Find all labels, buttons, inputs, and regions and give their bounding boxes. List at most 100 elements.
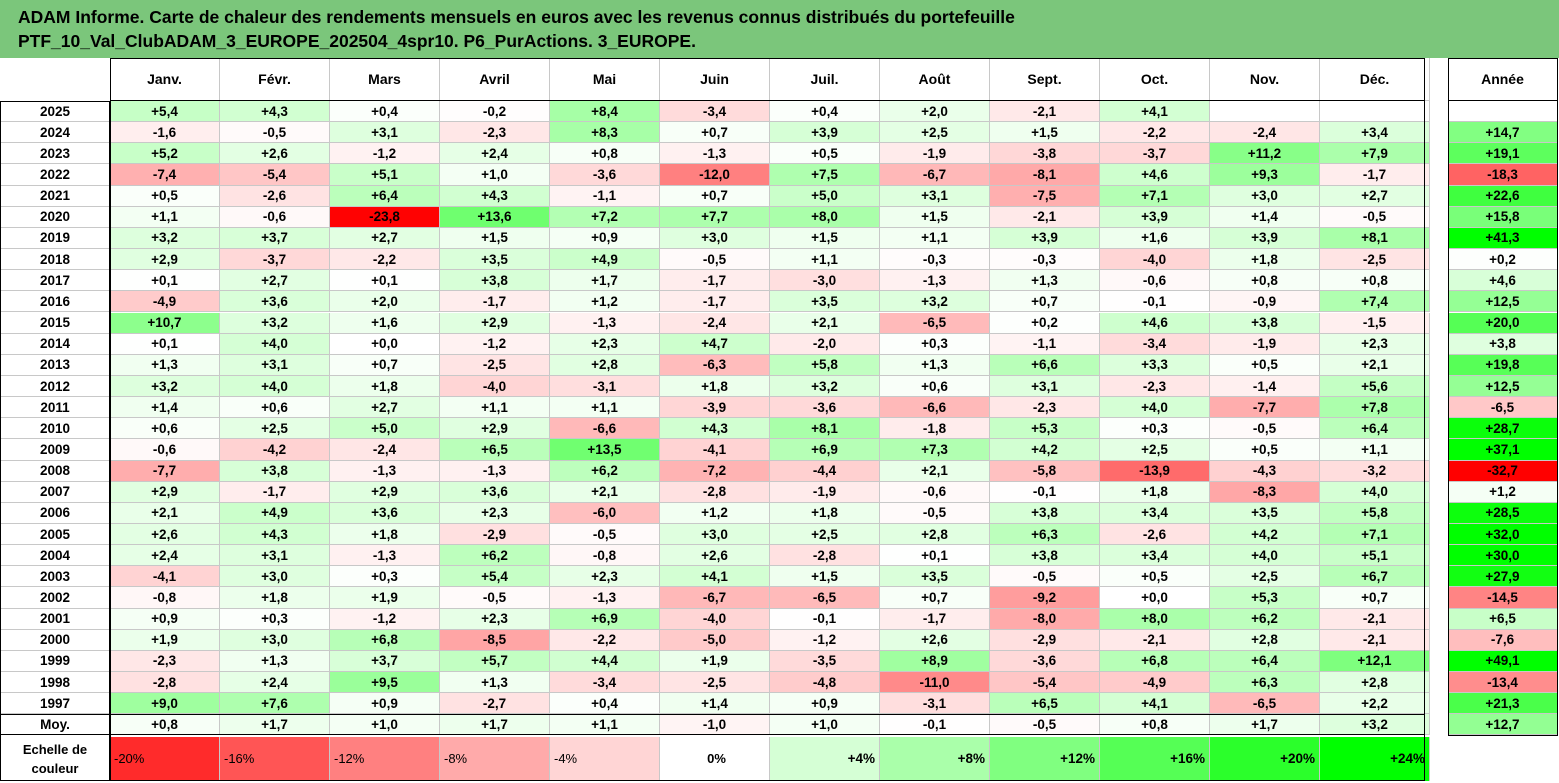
annual-cell: +14,7 [1448, 122, 1558, 144]
row-label: 2024 [0, 122, 110, 144]
row-label: 2015 [0, 313, 110, 334]
heatmap-cell: +0,7 [660, 122, 770, 144]
heatmap-cell: -1,3 [440, 460, 550, 482]
heatmap-cell: +8,0 [1100, 608, 1210, 630]
heatmap-cell: -0,1 [990, 481, 1100, 503]
heatmap-cell: -2,5 [440, 354, 550, 376]
annual-cell: +37,1 [1448, 439, 1558, 461]
heatmap-cell: +3,2 [1320, 714, 1430, 736]
heatmap-cell: +0,6 [110, 418, 220, 440]
annual-cell: +32,0 [1448, 524, 1558, 546]
heatmap-cell: +1,3 [880, 354, 990, 376]
heatmap-cell: +0,1 [880, 545, 990, 567]
heatmap-cell: +0,3 [220, 608, 330, 630]
heatmap-cell: -0,5 [880, 502, 990, 524]
heatmap-cell: +0,9 [550, 227, 660, 250]
annual-cell: +27,9 [1448, 566, 1558, 588]
row-label: 2016 [0, 291, 110, 313]
heatmap-cell: +6,8 [1100, 650, 1210, 673]
heatmap-cell: -0,1 [770, 608, 880, 630]
heatmap-cell: +12,1 [1320, 650, 1430, 673]
heatmap-cell: +2,4 [440, 143, 550, 165]
heatmap-cell: +4,1 [660, 566, 770, 588]
heatmap-cell: +7,9 [1320, 143, 1430, 165]
column-header: Mars [330, 58, 440, 101]
heatmap-cell: -2,1 [1320, 629, 1430, 651]
heatmap-cell: +4,0 [1210, 545, 1320, 567]
heatmap-cell: +2,9 [440, 312, 550, 334]
heatmap-cell: +2,4 [110, 545, 220, 567]
heatmap-cell: -0,6 [110, 439, 220, 461]
heatmap-cell: -0,6 [220, 206, 330, 228]
annual-cell: -13,4 [1448, 672, 1558, 694]
row-label: Moy. [0, 714, 110, 736]
heatmap-cell: +3,1 [330, 122, 440, 144]
scale-swatch: -16% [220, 736, 330, 781]
heatmap-cell: -6,5 [880, 312, 990, 334]
heatmap-cell: -7,5 [990, 185, 1100, 207]
row-label: 2007 [0, 482, 110, 503]
scale-swatch: +20% [1210, 736, 1320, 781]
heatmap-cell: +7,2 [550, 206, 660, 228]
column-header: Nov. [1210, 58, 1320, 101]
heatmap-cell: -1,2 [330, 608, 440, 630]
heatmap-cell: +1,1 [880, 227, 990, 250]
heatmap-cell: +1,8 [660, 375, 770, 398]
heatmap-cell: +1,1 [770, 249, 880, 271]
heatmap-cell: -2,7 [440, 693, 550, 715]
heatmap-cell: +1,0 [330, 714, 440, 736]
scale-label-text: couleur [31, 760, 79, 776]
heatmap-cell: -2,6 [220, 185, 330, 207]
heatmap-cell: -0,5 [1210, 418, 1320, 440]
scale-swatch: +24% [1320, 736, 1430, 781]
heatmap-cell: -0,5 [440, 587, 550, 609]
heatmap-cell: -0,5 [1320, 206, 1430, 228]
heatmap-cell: +4,1 [1100, 101, 1210, 123]
annual-cell: +21,3 [1448, 693, 1558, 715]
row-label: 2012 [0, 376, 110, 398]
heatmap-cell: +4,0 [220, 333, 330, 355]
heatmap-cell: +2,0 [330, 291, 440, 313]
heatmap-cell: -4,2 [220, 439, 330, 461]
column-header: Oct. [1100, 58, 1210, 101]
heatmap-cell: -5,4 [990, 672, 1100, 694]
heatmap-cell: +1,8 [330, 375, 440, 398]
heatmap-cell: +1,0 [770, 714, 880, 736]
row-label: 2003 [0, 566, 110, 588]
row-label: 2009 [0, 439, 110, 461]
column-header: Sept. [990, 58, 1100, 101]
heatmap-cell: +1,2 [550, 291, 660, 313]
heatmap-cell: +1,2 [660, 502, 770, 524]
heatmap-cell: +4,0 [1100, 397, 1210, 419]
heatmap-cell: -8,5 [440, 629, 550, 651]
heatmap-cell: +2,7 [330, 227, 440, 250]
heatmap-cell: +5,8 [1320, 502, 1430, 524]
heatmap-cell: +2,4 [220, 672, 330, 694]
heatmap-cell: +3,5 [440, 249, 550, 271]
heatmap-cell: +1,3 [990, 270, 1100, 292]
heatmap-cell: -1,0 [660, 714, 770, 736]
heatmap-cell: +5,4 [440, 566, 550, 588]
heatmap-cell: +2,6 [880, 629, 990, 651]
heatmap-cell: -5,0 [660, 629, 770, 651]
annual-cell: +6,5 [1448, 608, 1558, 630]
heatmap-cell: +4,6 [1100, 312, 1210, 334]
heatmap-cell: +2,3 [440, 502, 550, 524]
heatmap-cell: +2,0 [880, 101, 990, 123]
heatmap-cell: -1,7 [660, 270, 770, 292]
heatmap-cell: -6,5 [1210, 693, 1320, 715]
heatmap-cell: +3,0 [220, 629, 330, 651]
heatmap-cell: +4,4 [550, 650, 660, 673]
heatmap-cell: +0,9 [770, 693, 880, 715]
heatmap-cell: +3,2 [880, 291, 990, 313]
heatmap-cell: +4,3 [440, 185, 550, 207]
heatmap-cell: -1,9 [880, 143, 990, 165]
annual-cell: -18,3 [1448, 164, 1558, 186]
annual-cell: +19,8 [1448, 354, 1558, 376]
row-label: 2001 [0, 609, 110, 630]
heatmap-cell: +3,4 [1100, 502, 1210, 524]
heatmap-cell: +3,1 [220, 545, 330, 567]
heatmap-cell: -2,4 [660, 312, 770, 334]
row-label: 2014 [0, 334, 110, 355]
heatmap-cell: +1,8 [220, 587, 330, 609]
